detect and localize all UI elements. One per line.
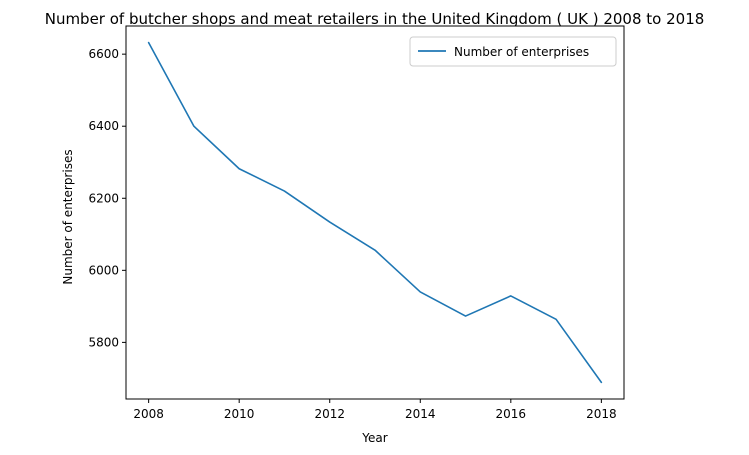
y-tick-label: 6400 <box>88 119 119 133</box>
x-tick-label: 2010 <box>224 407 255 421</box>
plot-frame <box>125 25 625 400</box>
chart-title: Number of butcher shops and meat retaile… <box>45 10 705 28</box>
plot-area <box>126 26 624 399</box>
x-tick-label: 2014 <box>405 407 436 421</box>
legend: Number of enterprises <box>409 36 617 67</box>
y-axis-label: Number of enterprises <box>61 149 75 284</box>
y-tick-label: 6000 <box>88 263 119 277</box>
x-tick-label: 2016 <box>496 407 527 421</box>
x-axis-label: Year <box>361 431 387 445</box>
x-tick-label: 2018 <box>586 407 617 421</box>
y-tick-label: 6200 <box>88 191 119 205</box>
series-line-0 <box>147 41 603 384</box>
y-tick-label: 5800 <box>88 335 119 349</box>
y-tick-label: 6600 <box>88 47 119 61</box>
legend-box <box>409 36 617 67</box>
x-tick-label: 2012 <box>314 407 345 421</box>
x-tick-label: 2008 <box>133 407 164 421</box>
legend-label: Number of enterprises <box>454 45 589 59</box>
